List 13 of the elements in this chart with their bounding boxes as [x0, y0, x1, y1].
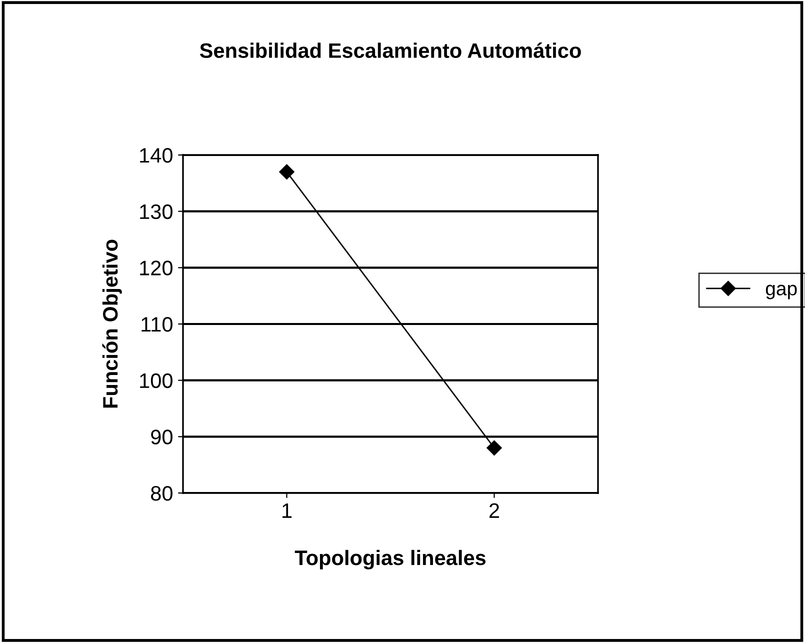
y-axis-title: Función Objetivo [102, 240, 122, 408]
x-axis-title: Topologias lineales [294, 550, 486, 570]
y-tick-label: 130 [140, 204, 172, 220]
y-tick-label: 100 [140, 373, 172, 388]
y-tick-label: 140 [140, 148, 172, 163]
chart-title: Sensibilidad Escalamiento Automático [200, 42, 581, 58]
x-tick-label: 2 [490, 503, 499, 518]
y-tick-label: 80 [151, 486, 172, 501]
y-tick-label: 110 [142, 317, 172, 332]
x-tick-label: 1 [282, 503, 292, 518]
legend-label: gap [766, 284, 797, 300]
y-tick-label: 90 [151, 430, 172, 444]
y-tick-label: 120 [140, 260, 172, 276]
